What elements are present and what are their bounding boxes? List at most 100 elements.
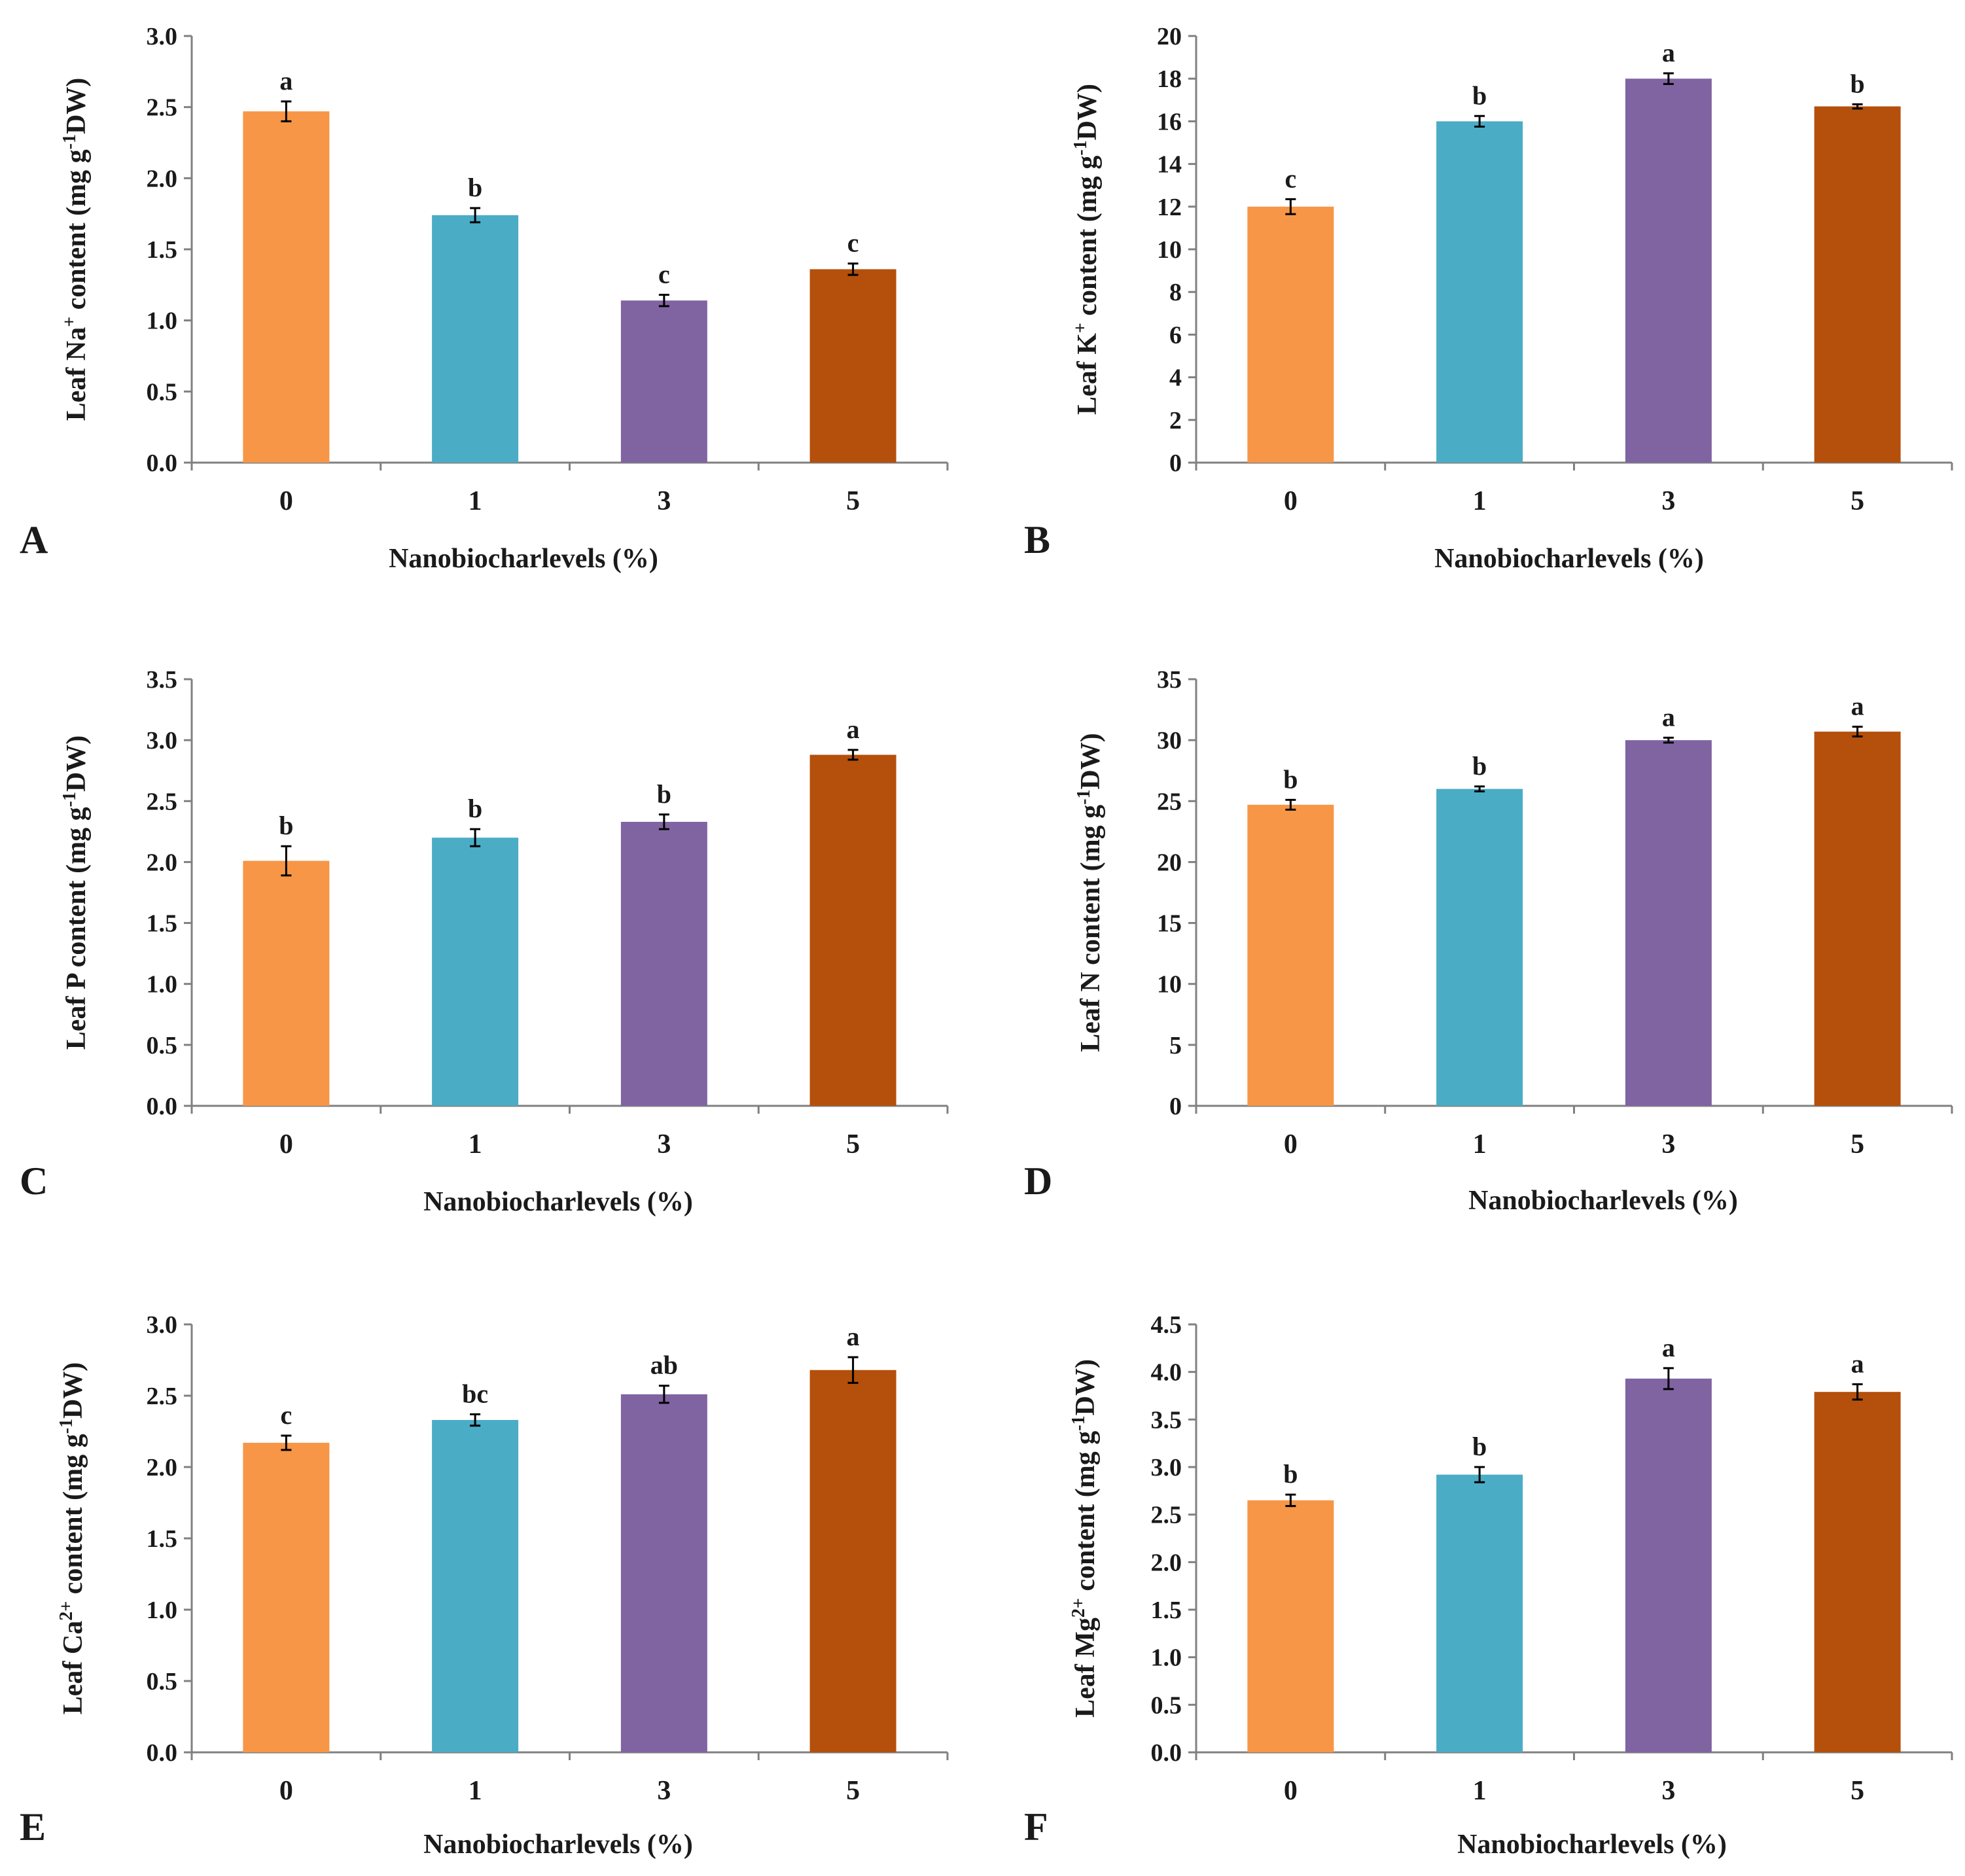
y-tick-label: 4 [1169,364,1182,392]
y-tick-label: 1.0 [147,971,178,999]
y-tick-label: 2.0 [147,165,178,192]
significance-letter: a [847,715,860,744]
y-tick-label: 10 [1157,971,1182,999]
significance-letter: b [1283,764,1298,794]
bar-1 [432,215,519,463]
y-tick-label: 30 [1157,727,1182,754]
y-tick-label: 2.0 [147,849,178,876]
bar-5 [1814,1392,1901,1752]
significance-letter: c [1284,164,1296,193]
significance-letter: b [1472,80,1487,110]
y-tick-label: 0.0 [147,1093,178,1120]
panel-d: 0 5 10 15 20 25 30 35 b 0 b 1 a 3 a 5 Nanobiocharlevels … [1024,666,1953,1216]
y-tick-label: 2.5 [147,1383,178,1410]
x-axis-label: Nanobiocharlevels (%) [423,1830,693,1860]
y-tick-label: 4.0 [1151,1359,1182,1387]
y-tick-label: 2.5 [1151,1502,1182,1529]
y-tick-label: 3.5 [1151,1406,1182,1434]
y-axis-label: Leaf P content (mg g-1DW) [60,735,92,1050]
y-tick-label: 0.0 [147,450,178,477]
x-tick-label: 0 [279,1776,293,1806]
x-tick-label: 0 [1284,1776,1298,1806]
y-tick-label: 3.0 [1151,1454,1182,1481]
y-tick-label: 1.0 [1151,1644,1182,1672]
y-tick-label: 18 [1157,65,1182,93]
y-tick-label: 0.5 [1151,1691,1182,1719]
bar-3 [620,821,707,1106]
x-tick-label: 5 [846,1129,860,1159]
significance-letter: a [1851,692,1864,721]
bar-1 [432,1420,519,1752]
y-axis-label: Leaf K+ content (mg g-1DW) [1071,84,1103,415]
x-tick-label: 3 [1661,486,1675,516]
bar-5 [1814,732,1901,1106]
y-tick-label: 8 [1169,279,1182,306]
x-tick-label: 0 [279,1129,293,1159]
bar-0 [1247,1500,1334,1752]
y-axis-label: Leaf Mg2+ content (mg g-1DW) [1069,1359,1101,1718]
panel-f: 0.0 0.5 1.0 1.5 2.0 2.5 3.0 3.5 4.0 4.5 b 0 b 1 a 3 a 5 Na… [1024,1311,1953,1860]
y-tick-label: 2 [1169,407,1182,434]
x-axis-label: Nanobiocharlevels (%) [1434,544,1704,574]
x-axis-label: Nanobiocharlevels (%) [1468,1186,1738,1216]
y-tick-label: 3.0 [147,727,178,754]
panel-label: F [1024,1805,1048,1849]
y-axis-label: Leaf N content (mg g-1DW) [1074,733,1106,1052]
x-tick-label: 5 [1850,1776,1864,1806]
x-tick-label: 0 [279,486,293,516]
significance-letter: b [1472,1432,1487,1461]
y-tick-label: 0.5 [147,378,178,406]
x-tick-label: 3 [1661,1129,1675,1159]
x-tick-label: 3 [1661,1776,1675,1806]
panel-a: 0.0 0.5 1.0 1.5 2.0 2.5 3.0 a 0 b 1 c 3 c 5 Nanobiochar… [20,23,949,574]
x-tick-label: 1 [1473,1776,1487,1806]
x-tick-label: 5 [846,486,860,516]
bar-1 [432,838,519,1106]
significance-letter: c [847,228,859,258]
bar-3 [1625,1378,1712,1752]
bar-3 [620,1394,707,1752]
panel-label: C [20,1159,48,1203]
significance-letter: b [1472,751,1487,781]
x-tick-label: 3 [657,1129,671,1159]
y-tick-label: 3.0 [147,23,178,50]
y-tick-label: 0.5 [147,1668,178,1695]
y-tick-label: 2.5 [147,788,178,815]
panel-e: 0.0 0.5 1.0 1.5 2.0 2.5 3.0 c 0 bc 1 ab 3 a 5 Nanobioch… [20,1311,949,1860]
x-tick-label: 1 [469,1776,482,1806]
x-tick-label: 1 [1473,1129,1487,1159]
panel-label: B [1024,518,1050,561]
y-tick-label: 1.5 [147,1525,178,1553]
bar-0 [243,1442,330,1752]
y-tick-label: 1.5 [147,236,178,264]
bar-1 [1436,1474,1523,1752]
x-tick-label: 0 [1284,1129,1298,1159]
y-tick-label: 20 [1157,23,1182,50]
significance-letter: b [657,779,671,809]
y-axis-label: Leaf Ca2+ content (mg g-1DW) [56,1362,89,1715]
significance-letter: b [1850,69,1865,98]
bar-3 [620,300,707,463]
y-tick-label: 0.0 [1151,1739,1182,1767]
y-tick-label: 15 [1157,910,1182,938]
bar-5 [1814,106,1901,463]
bar-3 [1625,740,1712,1106]
y-tick-label: 2.0 [147,1454,178,1481]
y-tick-label: 10 [1157,236,1182,264]
y-tick-label: 25 [1157,788,1182,815]
bar-1 [1436,121,1523,463]
panel-label: D [1024,1159,1052,1203]
x-tick-label: 1 [469,1129,482,1159]
y-tick-label: 3.0 [147,1311,178,1339]
panel-b: 0 2 4 6 8 10 12 14 16 18 20 c 0 b 1 a 3 b 5 Nanobiocharleve… [1024,23,1953,574]
x-tick-label: 1 [469,486,482,516]
panel-label: E [20,1805,46,1849]
y-tick-label: 20 [1157,849,1182,876]
x-tick-label: 5 [846,1776,860,1806]
significance-letter: bc [462,1379,488,1408]
bar-0 [1247,804,1334,1106]
x-axis-label: Nanobiocharlevels (%) [1457,1830,1727,1860]
y-tick-label: 5 [1169,1032,1182,1059]
x-axis-label: Nanobiocharlevels (%) [423,1187,693,1217]
